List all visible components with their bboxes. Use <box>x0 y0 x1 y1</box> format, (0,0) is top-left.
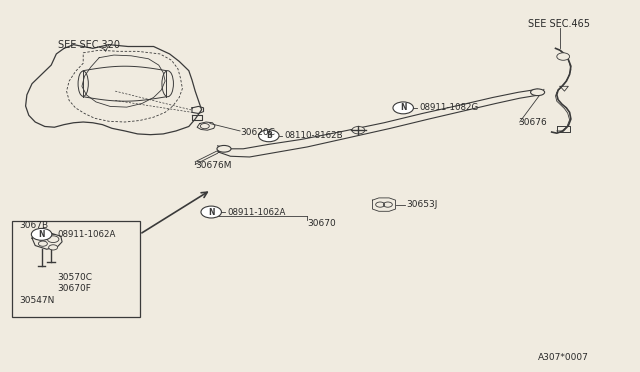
Text: 30570C: 30570C <box>58 273 93 282</box>
Circle shape <box>38 241 47 246</box>
Text: 30670F: 30670F <box>58 284 92 293</box>
Text: SEE SEC.465: SEE SEC.465 <box>528 19 590 29</box>
Circle shape <box>557 53 570 60</box>
Ellipse shape <box>217 145 231 152</box>
Text: 30676M: 30676M <box>195 161 232 170</box>
Text: N: N <box>400 103 406 112</box>
Circle shape <box>201 206 221 218</box>
Text: 30547N: 30547N <box>19 296 54 305</box>
Text: 30676: 30676 <box>518 118 547 127</box>
Text: A307*0007: A307*0007 <box>538 353 588 362</box>
Text: N: N <box>208 208 214 217</box>
Text: 08911-1082G: 08911-1082G <box>419 103 479 112</box>
Text: 08911-1062A: 08911-1062A <box>58 230 116 239</box>
Circle shape <box>49 245 58 250</box>
Circle shape <box>31 228 52 240</box>
Text: 30653J: 30653J <box>406 200 438 209</box>
Text: 08110-8162B: 08110-8162B <box>285 131 344 140</box>
Circle shape <box>393 102 413 114</box>
Text: 08911-1062A: 08911-1062A <box>227 208 285 217</box>
Ellipse shape <box>531 89 545 96</box>
Text: 30670: 30670 <box>307 219 336 228</box>
Text: B: B <box>266 131 271 140</box>
Circle shape <box>352 126 365 134</box>
FancyBboxPatch shape <box>12 221 140 317</box>
Text: 3067B: 3067B <box>19 221 49 230</box>
Text: 30620C: 30620C <box>240 128 275 137</box>
Circle shape <box>47 236 59 243</box>
Text: SEE SEC.320: SEE SEC.320 <box>58 40 120 49</box>
Text: N: N <box>38 230 45 239</box>
Circle shape <box>259 130 279 142</box>
